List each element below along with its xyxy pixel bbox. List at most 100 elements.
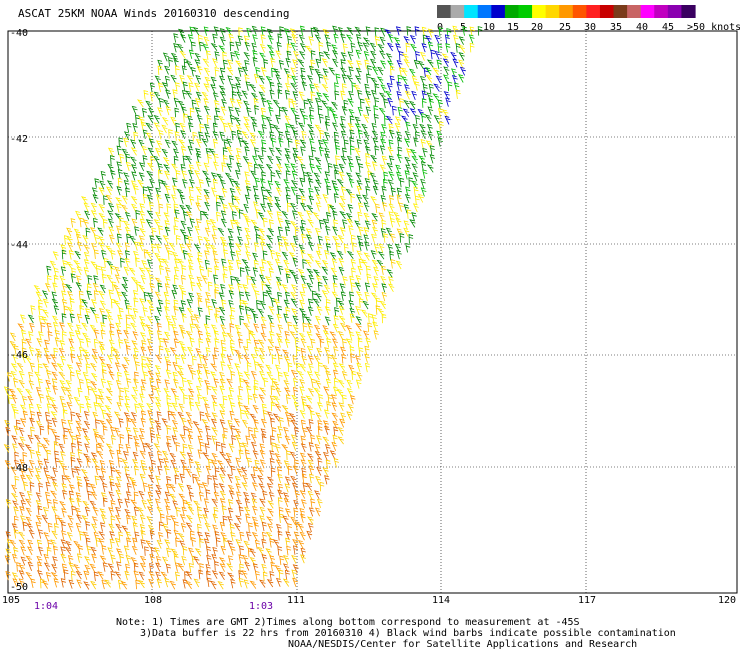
wind-barb — [405, 164, 411, 174]
wind-barb — [270, 417, 275, 428]
wind-barb — [186, 419, 193, 429]
wind-barb — [188, 547, 194, 557]
wind-barb — [292, 257, 298, 267]
wind-barb — [171, 419, 178, 429]
wind-barb — [198, 338, 204, 348]
wind-barb — [254, 163, 259, 174]
wind-barb — [49, 260, 56, 270]
wind-barb — [237, 67, 244, 77]
wind-barb — [322, 93, 329, 102]
wind-barb — [19, 436, 26, 446]
wind-barb — [95, 265, 101, 275]
wind-barb — [219, 36, 226, 46]
wind-barb — [357, 41, 364, 51]
wind-barb — [176, 188, 184, 198]
wind-barb — [244, 74, 250, 84]
wind-barb — [43, 553, 50, 564]
wind-barb — [49, 396, 56, 406]
wind-barb — [217, 580, 224, 590]
wind-barb — [229, 115, 235, 125]
wind-barb — [140, 410, 146, 420]
wind-barb — [246, 275, 252, 285]
wind-barb — [39, 425, 45, 436]
wind-barb — [284, 115, 291, 125]
wind-barb — [245, 81, 251, 91]
wind-barb — [340, 59, 346, 69]
wind-barb — [41, 580, 49, 589]
wind-barb — [189, 26, 195, 36]
wind-barb — [338, 163, 345, 173]
wind-barb — [268, 106, 274, 117]
wind-barb — [345, 188, 352, 197]
wind-barb — [171, 194, 177, 204]
wind-barb — [293, 50, 299, 60]
wind-barb — [60, 386, 67, 396]
wind-barb — [207, 267, 213, 278]
wind-barb — [269, 331, 275, 341]
wind-barb — [69, 346, 75, 357]
wind-barb — [305, 45, 312, 54]
wind-barb — [239, 377, 244, 388]
wind-barb — [99, 284, 106, 294]
wind-barb — [175, 507, 181, 517]
wind-barb — [187, 506, 194, 515]
wind-barb — [322, 467, 329, 476]
wind-barb — [242, 442, 249, 452]
wind-barb — [91, 299, 97, 309]
wind-barb — [38, 299, 43, 310]
wind-barb — [146, 162, 154, 171]
wind-barb — [199, 266, 205, 276]
wind-barb — [93, 290, 99, 300]
wind-barb — [93, 249, 99, 259]
wind-barb — [409, 34, 416, 44]
wind-barb — [281, 404, 289, 414]
wind-barb — [326, 401, 332, 411]
wind-barb — [299, 508, 305, 518]
wind-barb — [138, 162, 145, 172]
wind-barb — [114, 274, 121, 284]
wind-barb — [215, 441, 221, 452]
wind-barb — [63, 305, 69, 316]
wind-barb — [412, 123, 419, 133]
wind-barb — [266, 371, 273, 381]
wind-barb — [248, 426, 253, 437]
wind-barb — [68, 579, 75, 589]
wind-barb — [235, 154, 242, 165]
wind-barb — [119, 553, 124, 564]
wind-barb — [393, 37, 401, 46]
wind-barb — [99, 555, 107, 564]
wind-barb — [371, 259, 378, 269]
wind-barb — [363, 234, 369, 244]
wind-barb — [362, 300, 369, 310]
wind-barb — [54, 450, 59, 461]
wind-barb — [38, 331, 44, 341]
wind-barb — [355, 155, 361, 166]
wind-barb — [315, 250, 322, 260]
wind-barb — [70, 411, 76, 421]
wind-barb — [399, 177, 405, 188]
note-line-2: 3)Data buffer is 22 hrs from 20160310 4)… — [140, 628, 676, 639]
wind-barb — [77, 241, 83, 251]
wind-barb — [181, 170, 187, 180]
wind-barb — [210, 371, 217, 380]
wind-barb — [212, 33, 218, 44]
wind-barb — [238, 209, 244, 219]
wind-barb — [100, 522, 106, 532]
wind-barb — [307, 522, 314, 533]
wind-barb — [235, 499, 242, 509]
wind-barb — [371, 219, 378, 229]
wind-barb — [145, 540, 152, 549]
wind-barb — [236, 259, 242, 270]
wind-barb — [240, 409, 245, 420]
wind-barb — [363, 131, 370, 141]
wind-barb — [325, 370, 331, 380]
wind-barb — [300, 443, 307, 453]
wind-barb — [73, 540, 80, 550]
wind-barb — [163, 338, 169, 348]
wind-barb — [131, 218, 138, 228]
wind-barb — [362, 114, 370, 123]
wind-barb — [425, 74, 433, 83]
wind-barb — [114, 354, 121, 364]
wind-barb — [196, 282, 203, 292]
wind-barb — [164, 226, 171, 237]
